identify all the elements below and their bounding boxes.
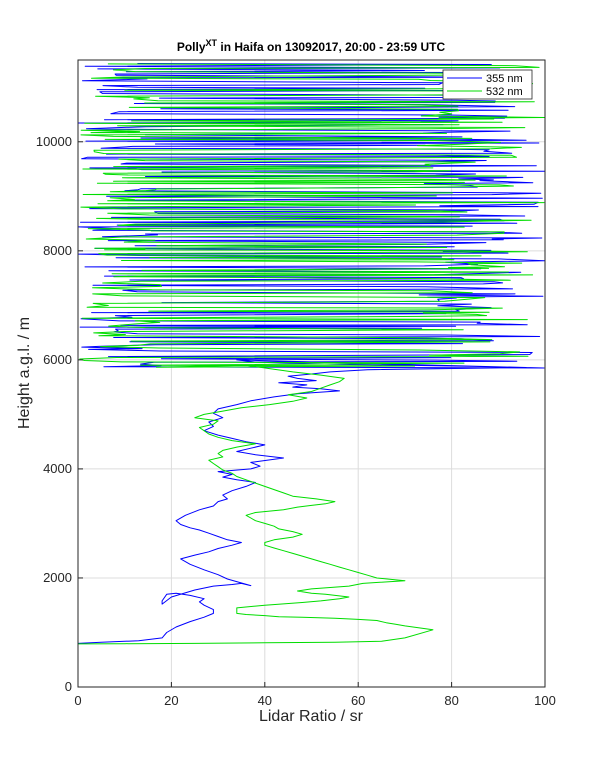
x-tick-label: 100 <box>534 693 556 708</box>
legend-entry-355: 355 nm <box>486 73 523 85</box>
y-tick-label: 8000 <box>43 243 72 258</box>
legend-box <box>442 69 533 100</box>
chart-title-rest: in Haifa on 13092017, 20:00 - 23:59 UTC <box>217 40 445 54</box>
y-tick-label: 4000 <box>43 461 72 476</box>
plot-frame <box>77 59 546 688</box>
series-line-532-nm <box>78 63 545 645</box>
y-axis-label: Height a.g.l. / m <box>16 317 33 429</box>
x-axis-ticks: 0 20 40 60 80 100 <box>74 682 556 708</box>
y-tick-label: 10000 <box>36 134 72 149</box>
y-tick-label: 2000 <box>43 570 72 585</box>
legend: 355 nm 532 nm <box>442 69 533 100</box>
x-axis-label: Lidar Ratio / sr <box>259 708 364 725</box>
chart-title-superscript: XT <box>206 38 218 48</box>
y-tick-label: 6000 <box>43 352 72 367</box>
chart-title: PollyXT in Haifa on 13092017, 20:00 - 23… <box>177 38 446 54</box>
x-tick-label: 0 <box>74 693 81 708</box>
y-tick-label: 0 <box>65 679 72 694</box>
x-tick-label: 40 <box>258 693 272 708</box>
x-tick-label: 60 <box>351 693 365 708</box>
legend-entry-532: 532 nm <box>486 86 523 98</box>
x-tick-label: 80 <box>444 693 458 708</box>
x-tick-label: 20 <box>164 693 178 708</box>
y-axis-ticks: 0 2000 4000 6000 8000 10000 <box>36 134 83 694</box>
series-layer <box>78 63 545 645</box>
